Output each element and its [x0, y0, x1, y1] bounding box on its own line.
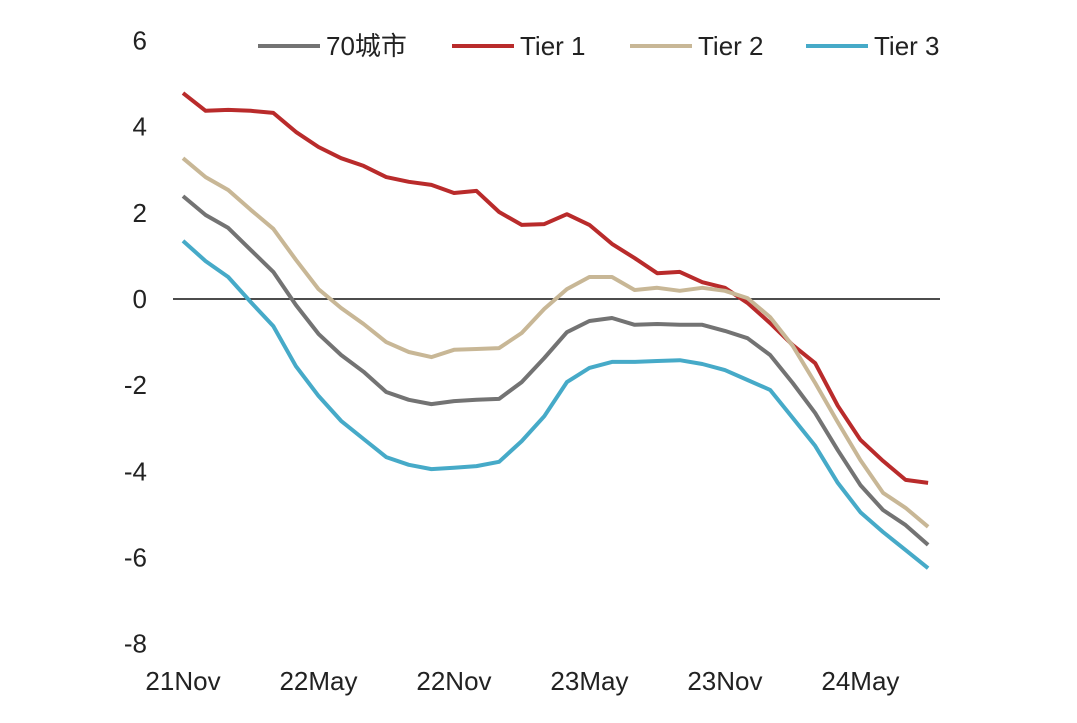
x-axis-ticks: 21Nov 22May 22Nov 23May 23Nov 24May	[145, 666, 899, 696]
x-tick-label: 22Nov	[416, 666, 491, 696]
y-tick-label: -8	[124, 629, 147, 659]
series-line-2	[181, 156, 930, 529]
y-tick-label: -2	[124, 370, 147, 400]
legend-item: 70城市	[258, 31, 407, 61]
y-tick-label: 0	[133, 284, 147, 314]
y-axis-ticks: 6 4 2 0 -2 -4 -6 -8	[124, 26, 147, 659]
legend-label: Tier 2	[698, 31, 764, 61]
legend-label: Tier 1	[520, 31, 586, 61]
series-line-3	[181, 239, 930, 570]
legend-label: Tier 3	[874, 31, 940, 61]
series-lines	[181, 91, 930, 570]
x-tick-label: 23May	[550, 666, 628, 696]
legend-item: Tier 1	[452, 31, 586, 61]
y-tick-label: 4	[133, 112, 147, 142]
x-tick-label: 24May	[821, 666, 899, 696]
y-tick-label: 6	[133, 26, 147, 56]
series-line-0	[181, 194, 930, 547]
x-tick-label: 23Nov	[687, 666, 762, 696]
legend-item: Tier 3	[806, 31, 940, 61]
legend-item: Tier 2	[630, 31, 764, 61]
y-tick-label: -6	[124, 542, 147, 572]
legend-label: 70城市	[326, 31, 407, 61]
y-tick-label: -4	[124, 456, 147, 486]
series-line-1	[181, 91, 929, 485]
x-tick-label: 21Nov	[145, 666, 220, 696]
y-tick-label: 2	[133, 198, 147, 228]
legend: 70城市 Tier 1 Tier 2 Tier 3	[258, 31, 940, 61]
x-tick-label: 22May	[279, 666, 357, 696]
